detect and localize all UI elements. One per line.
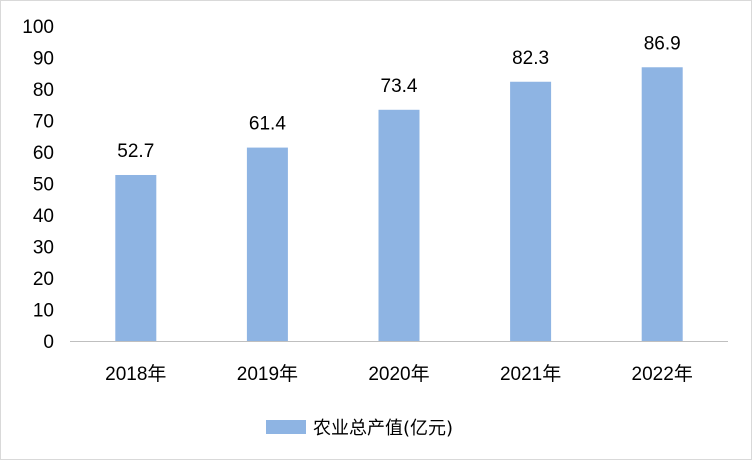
data-label: 52.7	[117, 141, 154, 162]
y-tick-label: 40	[33, 206, 54, 227]
bar	[115, 174, 157, 341]
legend: 农业总产值(亿元)	[266, 418, 453, 439]
data-label: 73.4	[381, 76, 418, 97]
x-axis: 2018年 2019年 2020年 2021年 2022年	[105, 363, 693, 385]
bar-series	[115, 67, 683, 341]
data-label: 61.4	[249, 114, 286, 135]
bar	[378, 109, 420, 341]
x-tick-label: 2021年	[500, 363, 561, 385]
bar	[641, 67, 683, 341]
legend-swatch	[266, 420, 306, 434]
y-tick-label: 70	[33, 112, 54, 133]
y-tick-label: 10	[33, 301, 54, 322]
bar	[246, 147, 288, 341]
y-tick-label: 80	[33, 80, 54, 101]
y-tick-label: 100	[22, 17, 54, 38]
x-tick-label: 2019年	[237, 363, 298, 385]
y-tick-label: 50	[33, 175, 54, 196]
y-tick-label: 90	[33, 49, 54, 70]
data-label: 82.3	[512, 48, 549, 69]
y-axis: 0 10 20 30 40 50 60 70 80 90 100	[22, 17, 54, 353]
y-tick-label: 60	[33, 143, 54, 164]
y-tick-label: 20	[33, 269, 54, 290]
bar	[510, 81, 552, 341]
data-labels: 52.7 61.4 73.4 82.3 86.9	[117, 33, 680, 162]
x-tick-label: 2020年	[368, 363, 429, 385]
legend-label: 农业总产值(亿元)	[313, 418, 453, 439]
data-label: 86.9	[644, 33, 681, 54]
y-tick-label: 0	[43, 332, 54, 353]
x-tick-label: 2018年	[105, 363, 166, 385]
y-tick-label: 30	[33, 238, 54, 259]
x-tick-label: 2022年	[632, 363, 693, 385]
